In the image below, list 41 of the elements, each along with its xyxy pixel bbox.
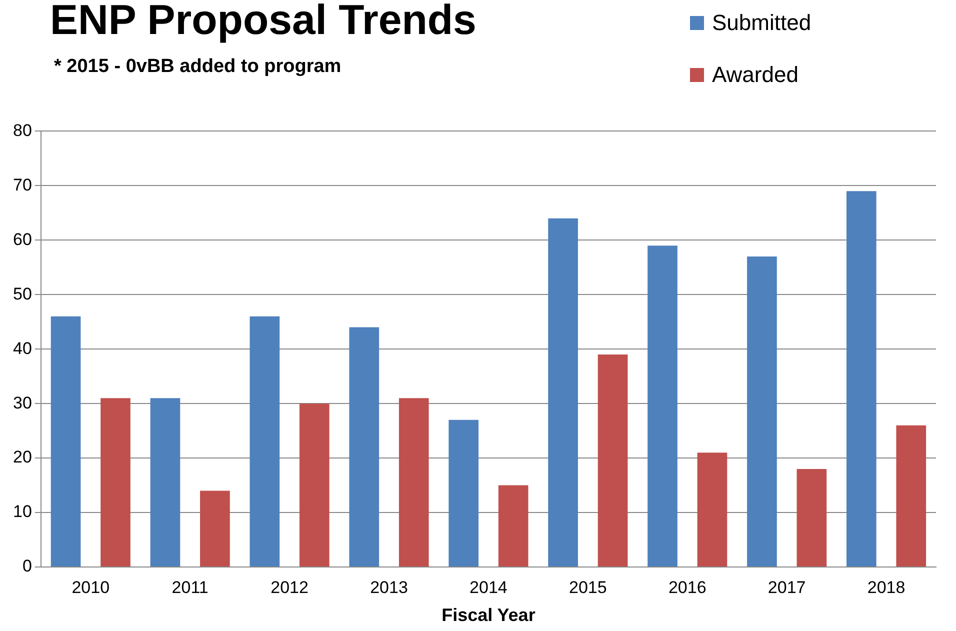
x-tick-label: 2016 [668,578,706,597]
y-tick-label: 0 [22,556,32,576]
x-tick-label: 2013 [370,578,408,597]
bar [498,485,528,566]
bar [697,452,728,566]
bar [896,425,926,566]
x-tick-label: 2017 [768,578,806,597]
bar [448,420,479,566]
bar [648,246,678,566]
chart-subtitle: * 2015 - 0vBB added to program [54,56,342,78]
y-tick-label: 50 [12,284,32,304]
y-tick-label: 20 [12,448,32,467]
bar [200,490,230,566]
y-tick-label: 30 [12,393,32,412]
bar [398,398,429,566]
bar [100,398,130,566]
chart-title: ENP Proposal Trends [50,0,476,44]
bar [598,354,628,566]
x-tick-label: 2015 [568,578,607,597]
bar [846,191,876,566]
bar [796,468,827,566]
bar [548,218,578,566]
bar [50,316,81,566]
bar [150,398,180,566]
x-tick-label: 2014 [470,578,508,597]
x-axis-title: Fiscal Year [442,605,536,626]
x-tick-label: 2011 [172,578,208,597]
y-tick-label: 60 [12,230,32,249]
y-tick-label: 40 [12,338,32,358]
x-tick-label: 2010 [72,578,110,597]
legend-label: Awarded [712,62,798,88]
x-tick-label: 2012 [270,578,308,597]
x-tick-label: 2018 [867,578,906,597]
bar [299,404,330,566]
bar [349,327,380,566]
legend-label: Submitted [712,10,812,36]
y-tick-label: 10 [12,502,32,522]
bar [747,256,777,566]
bar [250,316,280,566]
y-tick-label: 80 [12,120,32,140]
y-tick-label: 70 [12,175,32,194]
